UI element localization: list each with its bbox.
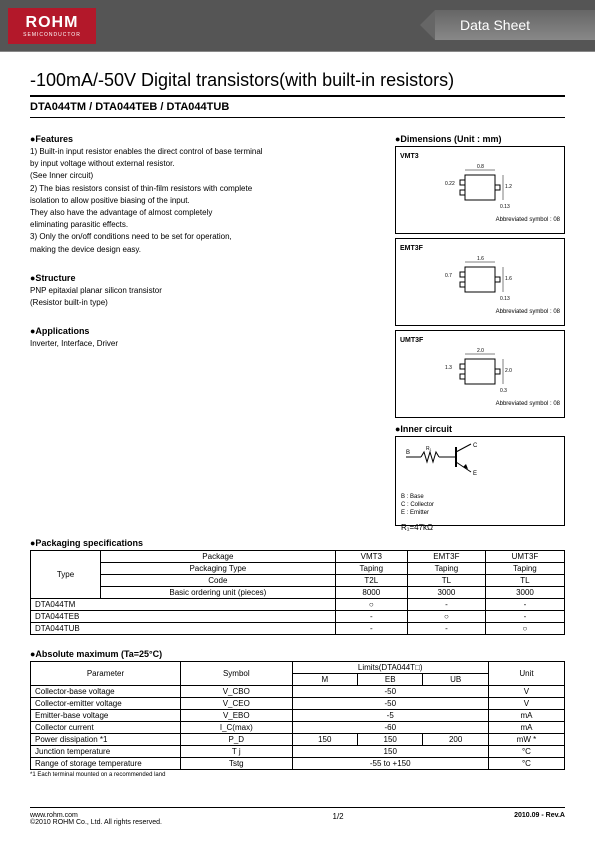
svg-text:1.3: 1.3 — [445, 365, 452, 371]
svg-text:E: E — [473, 471, 477, 477]
svg-text:2.0: 2.0 — [505, 368, 512, 374]
applications-text: Inverter, Interface, Driver — [30, 338, 380, 349]
feature-line: They also have the advantage of almost c… — [30, 207, 380, 218]
footer-site: www.rohm.com — [30, 812, 162, 819]
brand-logo: ROHM SEMICONDUCTOR — [8, 8, 96, 44]
header-band: Data Sheet — [435, 10, 595, 40]
dimension-box: UMT3F 2.0 2.0 1.3 0.3 Abbreviated symbol… — [395, 330, 565, 418]
features-list: 1) Built-in input resistor enables the d… — [30, 146, 380, 255]
svg-text:0.8: 0.8 — [477, 164, 484, 170]
circuit-label: B : Base — [401, 494, 559, 502]
page-header: ROHM SEMICONDUCTOR Data Sheet — [0, 0, 595, 52]
circuit-label: C : Collector — [401, 502, 559, 510]
footer-copyright: ©2010 ROHM Co., Ltd. All rights reserved… — [30, 819, 162, 826]
feature-line: 3) Only the on/off conditions need to be… — [30, 231, 380, 242]
feature-line: isolation to allow positive biasing of t… — [30, 195, 380, 206]
absmax-table: ParameterSymbolLimits(DTA044T□)UnitMEBUB… — [30, 661, 565, 770]
svg-text:R₁: R₁ — [426, 446, 432, 452]
logo-subtext: SEMICONDUCTOR — [23, 32, 81, 38]
absmax-heading: ●Absolute maximum (Ta=25°C) — [30, 649, 565, 659]
svg-text:2.0: 2.0 — [477, 348, 484, 354]
feature-line: eliminating parasitic effects. — [30, 219, 380, 230]
feature-line: (See Inner circuit) — [30, 170, 380, 181]
svg-text:0.13: 0.13 — [500, 296, 510, 302]
structure-text: PNP epitaxial planar silicon transistor … — [30, 285, 380, 308]
structure-line: (Resistor built-in type) — [30, 297, 380, 308]
packaging-table: TypePackageVMT3EMT3FUMT3FPackaging TypeT… — [30, 550, 565, 635]
svg-text:1.6: 1.6 — [505, 276, 512, 282]
feature-line: 1) Built-in input resistor enables the d… — [30, 146, 380, 157]
feature-line: making the device design easy. — [30, 244, 380, 255]
footer-page: 1/2 — [333, 812, 344, 826]
structure-line: PNP epitaxial planar silicon transistor — [30, 285, 380, 296]
structure-heading: ●Structure — [30, 273, 380, 283]
features-heading: ●Features — [30, 134, 380, 144]
inner-circuit-heading: ●Inner circuit — [395, 424, 565, 434]
svg-text:1.2: 1.2 — [505, 184, 512, 190]
applications-heading: ●Applications — [30, 326, 380, 336]
packaging-heading: ●Packaging specifications — [30, 538, 565, 548]
footer-rev: 2010.09 - Rev.A — [514, 812, 565, 826]
absmax-footnote: *1 Each terminal mounted on a recommende… — [30, 772, 565, 778]
svg-text:0.22: 0.22 — [445, 181, 455, 187]
feature-line: 2) The bias resistors consist of thin-fi… — [30, 183, 380, 194]
logo-text: ROHM — [26, 14, 79, 32]
dimension-box: EMT3F 1.6 1.6 0.7 0.13 Abbreviated symbo… — [395, 238, 565, 326]
page-content: -100mA/-50V Digital transistors(with bui… — [0, 52, 595, 778]
dimension-box: VMT3 0.8 1.2 0.22 0.13 Abbreviated symbo… — [395, 146, 565, 234]
svg-text:1.6: 1.6 — [477, 256, 484, 262]
svg-text:0.13: 0.13 — [500, 204, 510, 210]
title-divider — [30, 95, 565, 97]
page-footer: www.rohm.com ©2010 ROHM Co., Ltd. All ri… — [30, 807, 565, 826]
svg-text:0.3: 0.3 — [500, 388, 507, 394]
page-title: -100mA/-50V Digital transistors(with bui… — [30, 70, 565, 91]
dimensions-heading: ●Dimensions (Unit : mm) — [395, 134, 565, 144]
r-value: R₁=47kΩ — [401, 523, 559, 532]
svg-text:0.7: 0.7 — [445, 273, 452, 279]
part-numbers: DTA044TM / DTA044TEB / DTA044TUB — [30, 101, 565, 118]
feature-line: by input voltage without external resist… — [30, 158, 380, 169]
inner-circuit-diagram: B C E R₁ B : Base C : Collector E : Emit… — [395, 436, 565, 526]
svg-text:C: C — [473, 443, 478, 449]
circuit-label: E : Emitter — [401, 510, 559, 518]
svg-text:B: B — [406, 450, 410, 456]
